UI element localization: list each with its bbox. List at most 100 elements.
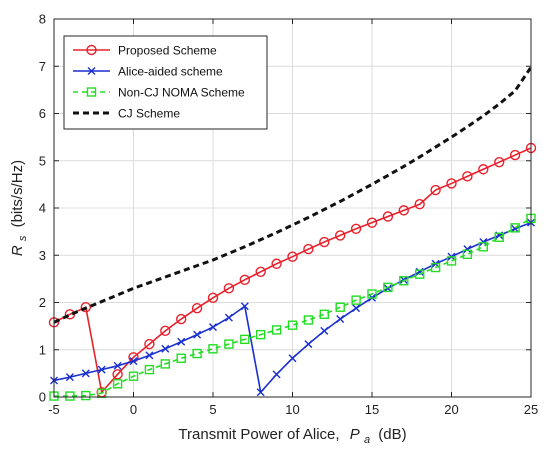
data-point-1-10	[209, 323, 217, 332]
x-tick-label-5: 20	[444, 402, 458, 417]
data-point-2-21	[383, 282, 393, 293]
data-point-0-17	[319, 236, 330, 248]
legend-label-1: Alice-aided scheme	[118, 65, 223, 79]
data-point-2-16	[303, 315, 314, 325]
data-point-1-6	[145, 351, 154, 360]
data-point-0-9	[191, 302, 203, 314]
data-point-1-26	[463, 245, 472, 254]
y-tick-label-5: 5	[39, 153, 46, 168]
data-point-2-26	[462, 249, 473, 260]
data-point-0-4	[112, 369, 123, 380]
data-point-2-6	[144, 364, 155, 375]
data-point-2-7	[160, 359, 171, 369]
y-tick-label-1: 1	[39, 342, 46, 357]
x-axis-label-text: Transmit Power of Alice,	[178, 426, 339, 443]
data-point-2-28	[494, 232, 504, 242]
data-point-2-4	[112, 379, 123, 389]
y-axis-label-sub: s	[17, 235, 29, 241]
data-point-1-21	[383, 284, 392, 293]
legend-label-3: CJ Scheme	[118, 107, 180, 121]
data-point-2-8	[176, 353, 186, 363]
legend-swatch-marker-0	[86, 44, 97, 56]
y-tick-label-2: 2	[39, 295, 46, 310]
data-point-0-16	[303, 243, 314, 255]
data-point-1-3	[97, 365, 106, 374]
y-tick-label-3: 3	[39, 248, 46, 263]
data-point-1-5	[129, 357, 138, 366]
data-point-2-24	[430, 262, 441, 273]
data-point-0-24	[430, 184, 441, 196]
data-point-0-13	[255, 266, 266, 277]
data-point-2-17	[319, 309, 329, 320]
data-point-0-28	[494, 156, 505, 168]
series-group	[48, 66, 537, 401]
data-point-1-19	[352, 304, 361, 313]
data-point-0-22	[398, 205, 409, 216]
data-point-0-7	[160, 325, 171, 337]
data-point-1-16	[304, 340, 313, 349]
data-point-2-9	[192, 348, 202, 359]
x-tick-label-0: -5	[48, 402, 60, 417]
data-point-2-13	[256, 329, 266, 340]
legend-label-2: Non-CJ NOMA Scheme	[118, 86, 245, 100]
data-point-0-23	[414, 199, 425, 210]
x-tick-label-1: 0	[130, 402, 137, 417]
data-point-1-13	[256, 388, 265, 397]
x-axis-label-var: P	[350, 426, 360, 443]
data-point-0-18	[335, 230, 346, 241]
data-point-2-19	[351, 295, 361, 305]
data-point-0-12	[239, 274, 251, 286]
series-line-0	[53, 147, 532, 394]
x-axis-label-unit: (dB)	[378, 426, 406, 443]
data-point-0-21	[382, 211, 394, 222]
legend-swatch-marker-2	[86, 87, 97, 97]
data-point-0-19	[350, 223, 362, 234]
data-point-2-27	[478, 242, 488, 252]
data-point-1-4	[113, 361, 122, 370]
x-axis-label-sub: a	[364, 434, 370, 446]
legend-swatch-marker-1	[87, 67, 96, 75]
data-point-0-25	[446, 178, 457, 189]
data-point-1-12	[240, 302, 249, 311]
data-point-2-11	[224, 339, 234, 349]
data-point-0-27	[478, 164, 489, 175]
x-tick-label-2: 5	[209, 402, 216, 417]
x-tick-label-6: 25	[524, 402, 538, 417]
legend-label-0: Proposed Scheme	[118, 44, 217, 58]
data-point-2-2	[81, 390, 91, 401]
data-point-1-1	[65, 373, 74, 382]
y-tick-label-7: 7	[39, 59, 46, 74]
y-tick-label-6: 6	[39, 106, 46, 121]
x-axis-label: Transmit Power of Alice, P a (dB)	[178, 426, 406, 447]
data-point-2-25	[446, 256, 457, 266]
series-2	[49, 213, 536, 401]
data-point-2-22	[399, 276, 409, 286]
data-point-2-15	[287, 320, 298, 330]
data-point-0-14	[271, 258, 282, 269]
data-point-1-9	[193, 330, 202, 339]
data-point-2-12	[240, 334, 250, 345]
y-tick-label-8: 8	[39, 12, 46, 27]
y-axis-label-var: R	[9, 245, 26, 256]
data-point-2-10	[208, 344, 218, 354]
data-point-1-7	[161, 344, 170, 353]
data-point-1-2	[81, 369, 90, 378]
data-point-2-5	[128, 371, 139, 381]
x-tick-label-4: 15	[365, 402, 379, 417]
data-point-1-14	[272, 370, 281, 379]
data-point-0-2	[80, 302, 92, 313]
data-point-1-18	[336, 315, 345, 324]
y-axis-label: R s (bits/s/Hz)	[9, 160, 30, 256]
y-tick-label-4: 4	[39, 201, 46, 216]
data-point-2-23	[415, 269, 425, 279]
data-point-2-18	[335, 302, 345, 312]
data-point-2-20	[367, 289, 377, 299]
data-point-1-8	[177, 337, 186, 346]
data-point-2-29	[510, 223, 520, 233]
data-point-1-11	[224, 313, 233, 322]
x-tick-label-3: 10	[285, 402, 299, 417]
series-line-2	[54, 217, 532, 397]
data-point-0-20	[366, 217, 378, 228]
